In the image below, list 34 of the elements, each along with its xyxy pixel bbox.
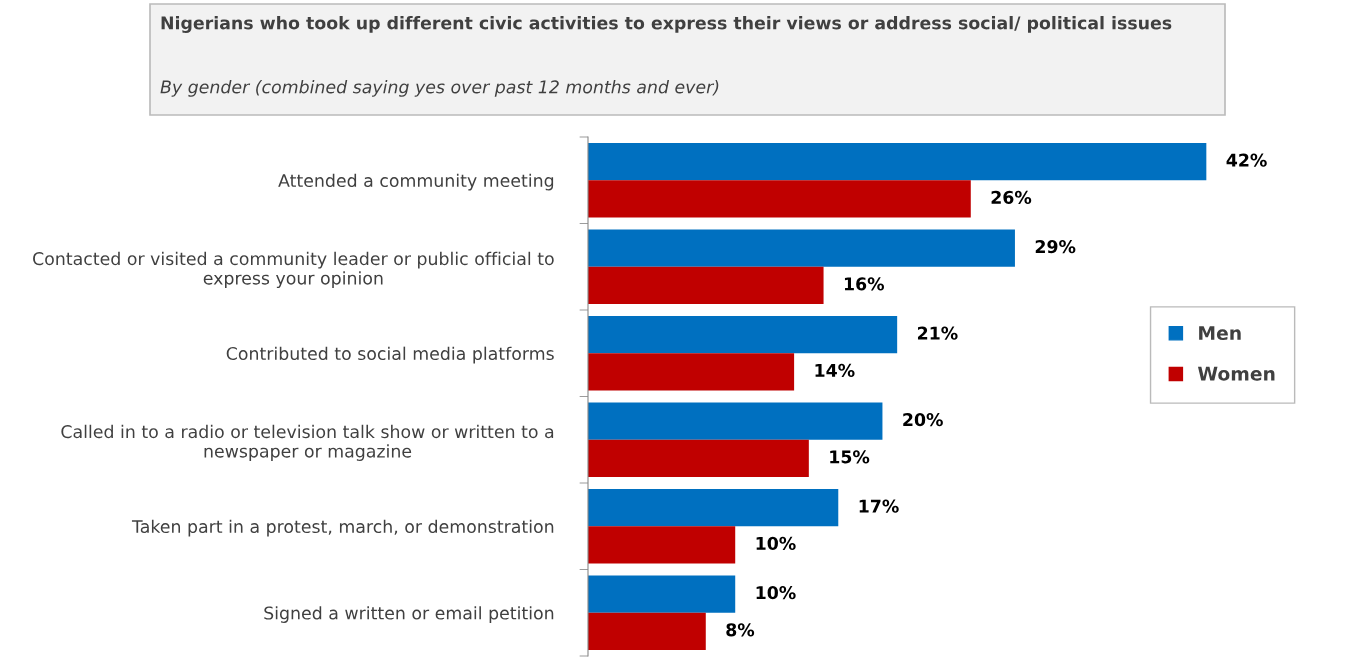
bar xyxy=(588,143,1207,181)
data-label: 15% xyxy=(830,450,870,464)
bar xyxy=(588,439,809,477)
data-label: 10% xyxy=(756,536,796,550)
legend-label: Women xyxy=(1197,366,1275,381)
data-label: 26% xyxy=(991,190,1032,204)
data-label: 20% xyxy=(903,413,943,427)
bar xyxy=(588,353,795,391)
bar xyxy=(588,575,736,613)
bar xyxy=(588,229,1015,267)
data-label: 42% xyxy=(1226,153,1267,167)
chart-title: Nigerians who took up different civic activities to express their views or address social/ political issues xyxy=(161,16,1172,33)
y-tick-label: Contacted or visited a community leader or public official to express your opinion xyxy=(33,251,554,288)
data-label: 16% xyxy=(844,277,884,291)
bar xyxy=(588,526,736,564)
bar xyxy=(588,180,971,218)
data-label: 29% xyxy=(1035,240,1076,254)
bar xyxy=(588,266,824,304)
bar xyxy=(588,489,839,527)
data-label: 21% xyxy=(917,326,958,340)
y-tick-label: Attended a community meeting xyxy=(278,173,554,191)
y-tick-label: Signed a written or email petition xyxy=(264,606,554,623)
legend-label: Men xyxy=(1199,326,1241,341)
text: By gender (combined saying yes over past 12 months and ever) xyxy=(160,80,719,97)
data-label: 17% xyxy=(859,499,899,513)
data-label: 8% xyxy=(726,623,755,637)
bar xyxy=(588,402,883,440)
data-label: 10% xyxy=(756,586,796,600)
y-tick-label: Called in to a radio or television talk show or written to a newspaper or magazine xyxy=(61,424,554,461)
y-tick-label: Contributed to social media platforms xyxy=(226,346,554,364)
data-label: 14% xyxy=(815,363,855,377)
bar xyxy=(588,612,706,650)
bar xyxy=(588,316,898,354)
y-tick-label: Taken part in a protest, march, or demonstration xyxy=(131,519,554,537)
